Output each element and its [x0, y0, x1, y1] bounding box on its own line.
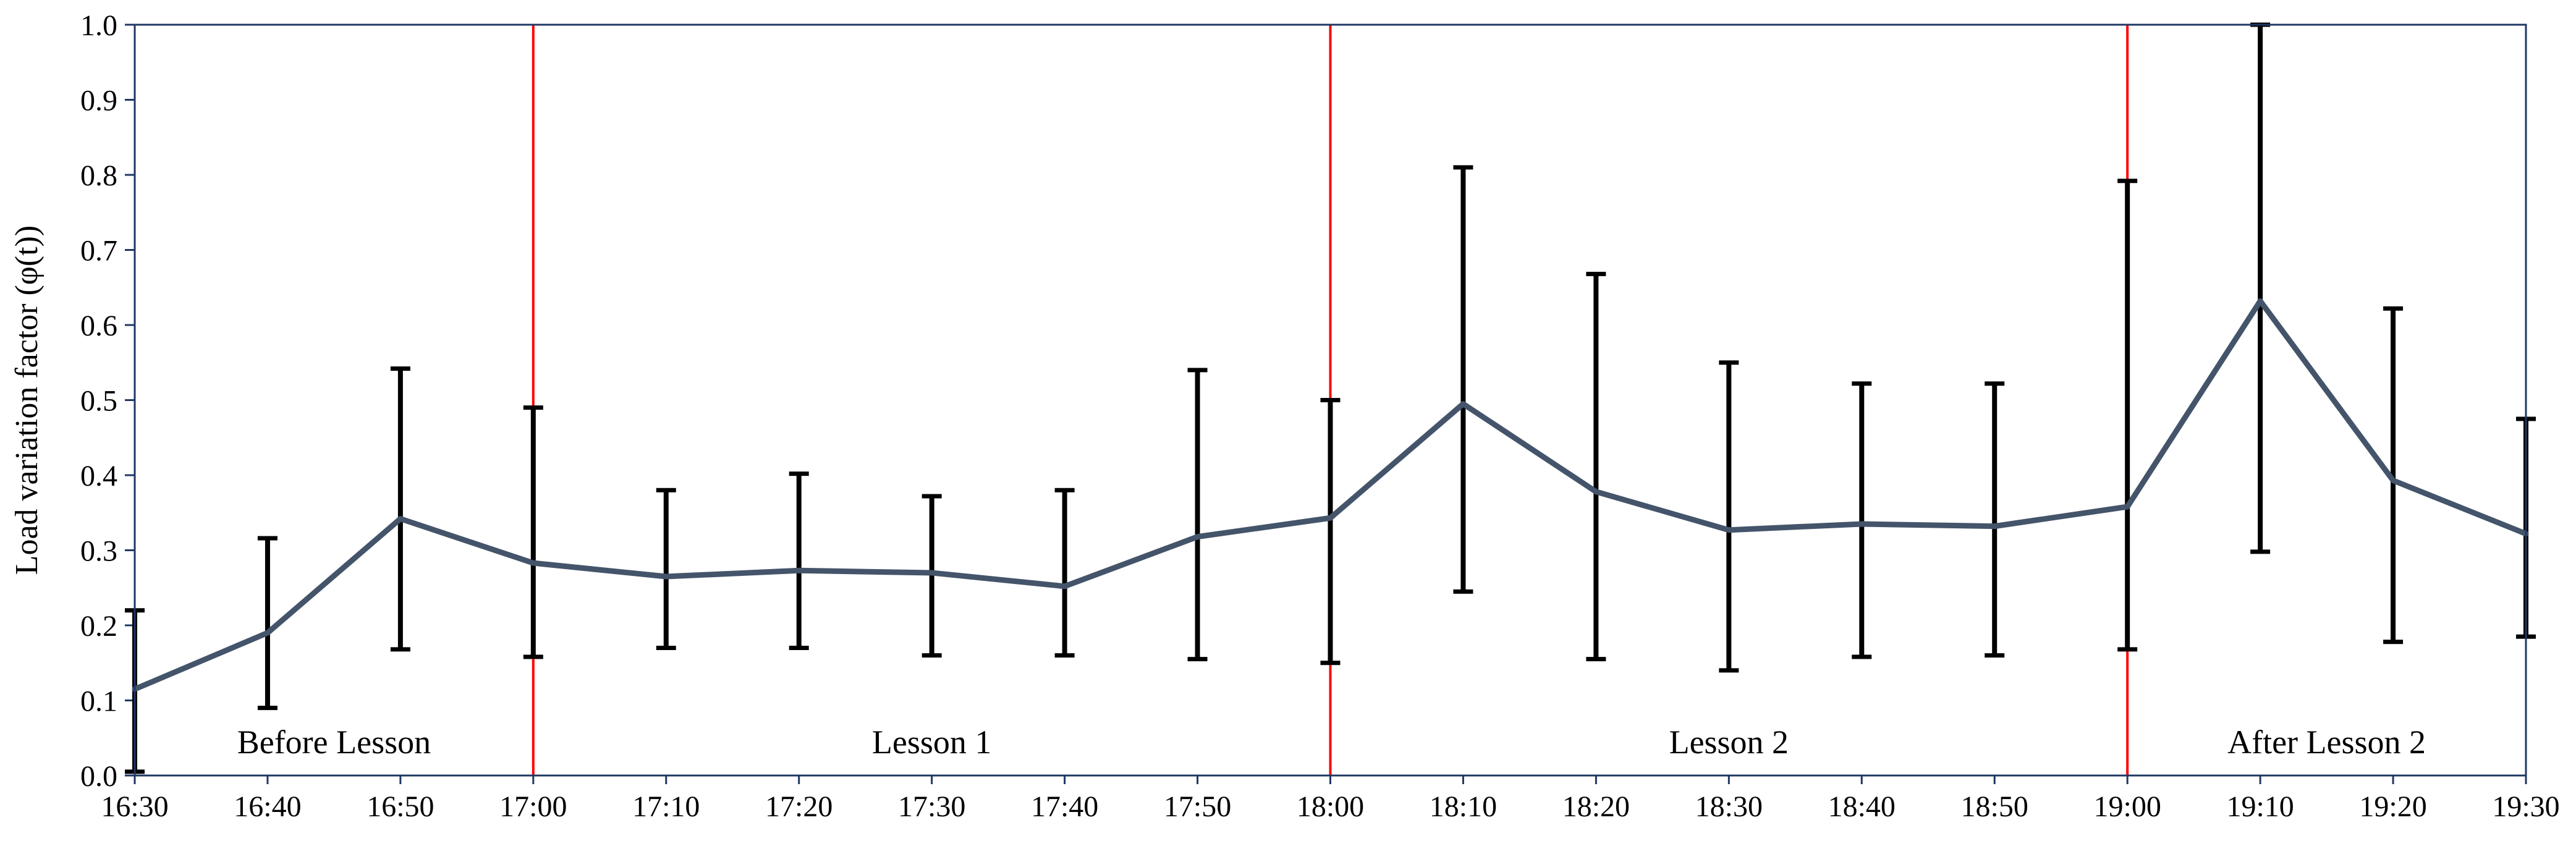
- error-bar: [1320, 398, 1341, 666]
- y-tick-label: 0.7: [80, 235, 117, 268]
- y-axis-label: Load variation factor (φ(t)): [9, 226, 44, 575]
- data-point: [1462, 403, 1464, 405]
- phase-label: After Lesson 2: [2227, 724, 2426, 761]
- y-tick-label: 0.4: [80, 460, 117, 492]
- x-tick-label: 19:30: [2492, 790, 2559, 823]
- error-bar: [523, 405, 543, 659]
- x-tick-label: 17:30: [898, 790, 965, 823]
- plot-area-frame: [133, 23, 2527, 777]
- data-point: [798, 570, 800, 572]
- error-bar: [1719, 360, 1739, 673]
- x-tick-label: 18:30: [1695, 790, 1763, 823]
- y-tick-label: 0.3: [80, 535, 117, 568]
- error-bar: [390, 366, 410, 652]
- error-bar: [2383, 306, 2404, 644]
- y-tick-label: 1.0: [80, 9, 117, 42]
- error-bar: [922, 494, 942, 658]
- x-tick-label: 19:20: [2359, 790, 2426, 823]
- error-bar: [2117, 179, 2138, 652]
- data-point: [1861, 523, 1863, 525]
- x-tick-label: 17:10: [632, 790, 700, 823]
- x-tick-label: 17:20: [765, 790, 833, 823]
- data-point: [2260, 300, 2261, 302]
- x-tick-label: 18:20: [1562, 790, 1630, 823]
- x-tick-label: 19:00: [2093, 790, 2161, 823]
- x-tick-label: 17:40: [1031, 790, 1098, 823]
- x-tick-label: 19:10: [2226, 790, 2294, 823]
- y-tick-label: 0.2: [80, 610, 117, 643]
- error-bar: [1985, 381, 2005, 658]
- data-point: [2127, 506, 2129, 508]
- data-point: [266, 632, 268, 634]
- x-tick-label: 17:00: [499, 790, 567, 823]
- error-bar: [257, 536, 278, 711]
- x-axis: 16:30 16:40 16:50 17:00 17:10 17:20 17:30 17:40…: [101, 775, 2560, 823]
- data-point: [665, 576, 667, 578]
- phase-label: Lesson 2: [1669, 724, 1789, 761]
- x-tick-label: 16:40: [234, 790, 301, 823]
- x-tick-label: 18:50: [1961, 790, 2028, 823]
- y-tick-label: 0.8: [80, 159, 117, 192]
- phase-label: Before Lesson: [237, 724, 431, 761]
- x-tick-label: 17:50: [1164, 790, 1231, 823]
- error-bar: [789, 471, 809, 650]
- data-point: [2392, 480, 2394, 481]
- data-point: [1064, 585, 1066, 587]
- data-point: [1329, 517, 1331, 519]
- error-bar: [1054, 488, 1075, 658]
- y-tick-label: 0.1: [80, 685, 117, 718]
- y-tick-label: 0.5: [80, 385, 117, 418]
- y-tick-label: 0.6: [80, 310, 117, 342]
- data-point: [399, 518, 401, 520]
- x-tick-label: 18:10: [1430, 790, 1497, 823]
- phase-label: Lesson 1: [872, 724, 991, 761]
- data-point: [931, 572, 933, 573]
- data-point: [1595, 491, 1597, 492]
- y-tick-label: 0.9: [80, 85, 117, 117]
- data-point: [1728, 529, 1730, 531]
- data-point: [1197, 536, 1198, 538]
- x-tick-label: 18:40: [1828, 790, 1896, 823]
- error-bar: [1586, 271, 1606, 662]
- y-tick-label: 0.0: [80, 760, 117, 793]
- error-bar: [2250, 22, 2271, 554]
- error-bar: [1453, 165, 1473, 594]
- x-tick-label: 18:00: [1297, 790, 1364, 823]
- phase-labels: Before Lesson Lesson 1 Lesson 2 After Lesso…: [237, 724, 2426, 761]
- x-tick-label: 16:30: [101, 790, 168, 823]
- data-point: [1994, 525, 1996, 527]
- error-bar: [1187, 368, 1208, 662]
- y-axis: 0.0 0.1 0.2 0.3 0.4 0.5 0.6 0.7 0.8 0.9 1.0: [80, 9, 135, 793]
- error-bar: [656, 488, 676, 650]
- error-bar: [1852, 381, 1872, 659]
- x-tick-label: 16:50: [366, 790, 434, 823]
- data-point: [532, 562, 534, 564]
